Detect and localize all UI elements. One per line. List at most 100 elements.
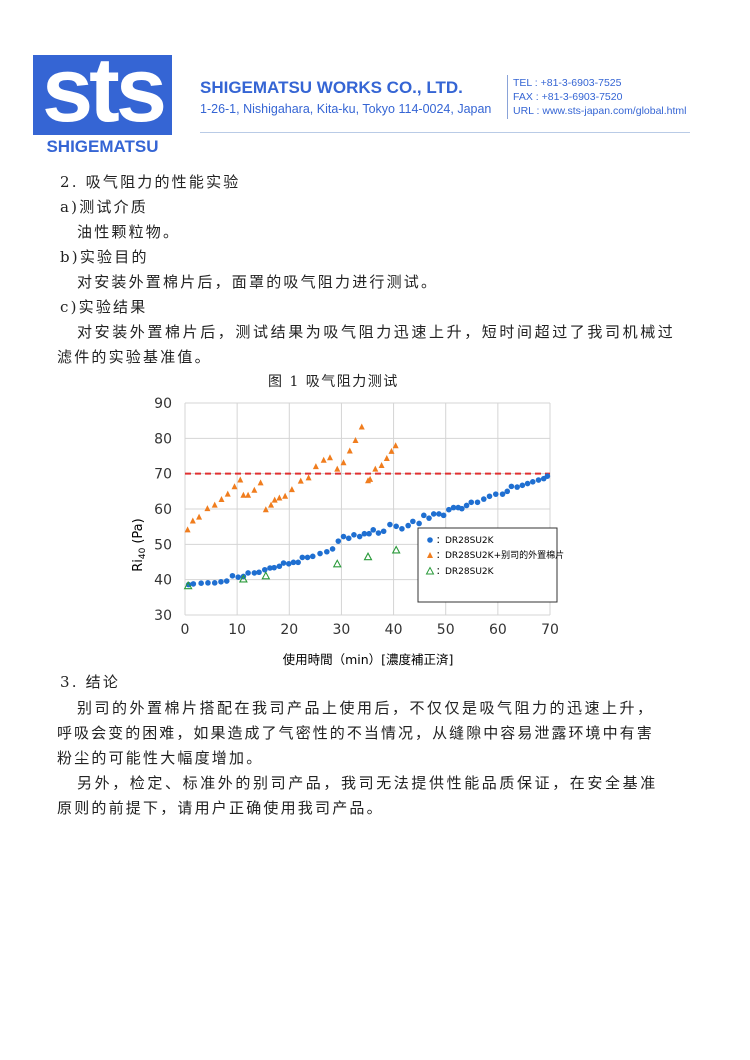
data-point-circle — [421, 512, 427, 519]
data-point-triangle — [196, 513, 203, 520]
x-tick-label: 20 — [280, 622, 298, 638]
data-point-circle — [245, 570, 251, 576]
data-point-circle — [366, 530, 372, 537]
y-tick-label: 50 — [154, 537, 172, 553]
data-point-circle — [304, 554, 311, 561]
legend-marker-circle — [427, 537, 433, 543]
company-address: 1-26-1, Nishigahara, Kita-ku, Tokyo 114-… — [200, 102, 492, 116]
paragraph-line: 呼吸会变的困难，如果造成了气密性的不当情况，从缝隙中容易泄露环境中有害 — [57, 724, 654, 742]
company-name: SHIGEMATSU WORKS CO., LTD. — [200, 78, 463, 97]
data-point-circle — [416, 520, 422, 527]
data-point-circle — [299, 554, 306, 561]
data-point-circle — [356, 533, 363, 540]
data-point-open-triangle — [238, 574, 248, 583]
data-point-open-triangle — [363, 552, 373, 561]
data-point-circle — [370, 527, 377, 533]
data-point-circle — [351, 531, 357, 538]
y-tick-label: 60 — [154, 502, 172, 518]
fax: FAX : +81-3-6903-7520 — [513, 91, 623, 103]
data-point-triangle — [388, 447, 395, 454]
section-heading: 2. 吸气阻力的性能实验 — [60, 173, 241, 191]
data-point-circle — [229, 572, 236, 579]
data-point-triangle — [184, 526, 191, 533]
section-heading: 3. 结论 — [60, 673, 121, 691]
data-point-circle — [450, 504, 457, 511]
paragraph-line: 原则的前提下，请用户正确使用我司产品。 — [57, 799, 384, 817]
figure-caption: 图 1 吸气阻力测试 — [268, 374, 399, 390]
paragraph-line: 对安装外置棉片后，面罩的吸气阻力进行测试。 — [77, 273, 439, 291]
data-point-circle — [474, 499, 481, 506]
data-point-triangle — [320, 456, 327, 463]
data-point-circle — [463, 502, 470, 509]
data-point-triangle — [204, 505, 211, 512]
x-tick-label: 70 — [541, 622, 559, 638]
data-point-circle — [492, 491, 499, 497]
data-point-circle — [393, 523, 399, 530]
data-point-triangle — [271, 496, 278, 503]
data-point-circle — [387, 521, 393, 528]
paragraph-line: 对安装外置棉片后，测试结果为吸气阻力迅速上升，短时间超过了我司机械过 — [77, 323, 676, 341]
data-point-circle — [309, 553, 316, 560]
data-point-circle — [459, 505, 465, 512]
data-point-circle — [436, 511, 442, 517]
x-tick-label: 60 — [489, 622, 507, 638]
data-point-triangle — [340, 459, 347, 466]
data-point-circle — [519, 482, 526, 489]
paragraph-line: 另外，检定、标准外的别司产品，我司无法提供性能品质保证，在安全基准 — [77, 774, 658, 792]
data-point-circle — [317, 550, 323, 557]
data-point-circle — [345, 535, 352, 542]
data-point-circle — [235, 574, 241, 580]
x-tick-label: 40 — [385, 622, 403, 638]
paragraph-line: 滤件的实验基准值。 — [57, 348, 212, 366]
subheading: b)实验目的 — [60, 248, 149, 266]
data-point-triangle — [189, 517, 196, 524]
data-point-triangle — [297, 477, 304, 484]
data-point-triangle — [262, 506, 269, 513]
y-tick-label: 40 — [154, 573, 172, 589]
data-point-circle — [190, 581, 197, 587]
data-point-triangle — [257, 479, 264, 486]
x-tick-label: 50 — [437, 622, 455, 638]
data-point-triangle — [383, 454, 390, 461]
url: URL : www.sts-japan.com/global.html — [513, 105, 687, 117]
chart: 0 10 20 30 40 50 60 70 30 40 50 60 70 80 90 Ri40(Pa) 使… — [131, 396, 564, 667]
data-point-circle — [486, 493, 493, 500]
data-point-circle — [380, 528, 387, 535]
data-point-triangle — [378, 462, 385, 469]
y-tick-label: 70 — [154, 467, 172, 483]
data-point-triangle — [372, 465, 379, 472]
data-point-circle — [361, 530, 368, 537]
logo-text: sts — [42, 39, 167, 141]
data-point-triangle — [251, 486, 258, 493]
data-point-circle — [446, 506, 452, 513]
data-point-triangle — [334, 465, 341, 472]
data-point-circle — [480, 496, 487, 502]
legend-entry: ：DR28SU2K — [436, 567, 495, 577]
data-point-circle — [430, 511, 437, 517]
data-point-circle — [529, 478, 536, 485]
data-point-circle — [285, 560, 292, 567]
y-axis-label: Ri40(Pa) — [131, 518, 148, 571]
data-point-circle — [499, 491, 506, 497]
data-point-open-triangle — [183, 581, 193, 590]
subheading: a)测试介质 — [60, 198, 148, 216]
x-axis-label: 使用時間（min）[濃度補正済] — [283, 652, 454, 667]
paragraph-line: 油性颗粒物。 — [77, 223, 181, 241]
subheading: c)实验结果 — [60, 298, 148, 316]
data-point-circle — [375, 530, 382, 536]
data-point-circle — [198, 580, 204, 586]
data-point-circle — [329, 546, 336, 552]
legend-marker-triangle — [427, 552, 433, 558]
data-point-circle — [426, 515, 432, 521]
data-point-triangle — [346, 447, 353, 454]
data-point-circle — [261, 566, 268, 573]
data-point-triangle — [367, 475, 374, 482]
legend-entry: ：DR28SU2K+别司的外置棉片 — [436, 549, 564, 561]
data-point-circle — [205, 580, 211, 586]
data-point-circle — [544, 473, 551, 479]
data-point-triangle — [358, 423, 365, 430]
x-tick-label: 10 — [228, 622, 246, 638]
data-point-circle — [535, 477, 542, 483]
data-point-triangle — [392, 442, 399, 449]
data-point-triangle — [237, 476, 244, 483]
